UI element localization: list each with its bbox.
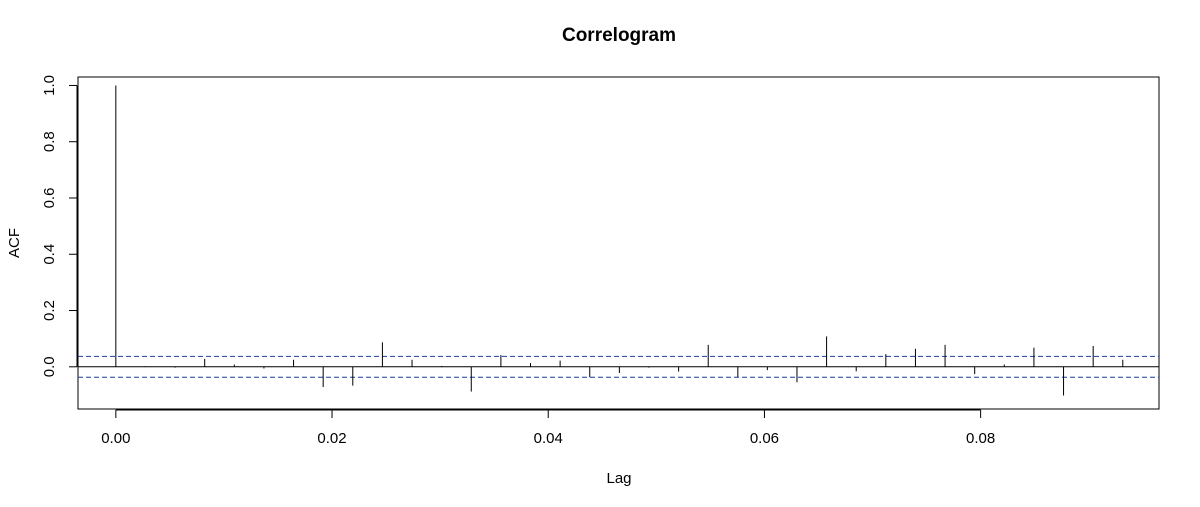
x-axis: 0.00 0.02 0.04 0.06 0.08 <box>101 409 995 447</box>
y-tick-label: 0.6 <box>41 188 58 209</box>
y-tick-label: 0.4 <box>41 244 58 265</box>
x-axis-label: Lag <box>606 470 631 487</box>
confidence-bounds <box>78 355 1159 378</box>
x-tick-label: 0.02 <box>317 430 346 447</box>
y-tick-label: 0.2 <box>41 300 58 321</box>
x-tick-label: 0.00 <box>101 430 130 447</box>
acf-spikes <box>115 85 1124 396</box>
plot-frame <box>77 76 1160 410</box>
x-tick-label: 0.06 <box>750 430 779 447</box>
x-tick-label: 0.04 <box>534 430 563 447</box>
y-axis-label: ACF <box>6 228 23 258</box>
chart-title: Correlogram <box>562 25 676 46</box>
y-axis: 0.0 0.2 0.4 0.6 0.8 1.0 <box>41 75 78 377</box>
y-tick-label: 0.0 <box>41 356 58 377</box>
y-tick-label: 0.8 <box>41 131 58 152</box>
x-tick-label: 0.08 <box>966 430 995 447</box>
y-tick-label: 1.0 <box>41 75 58 96</box>
